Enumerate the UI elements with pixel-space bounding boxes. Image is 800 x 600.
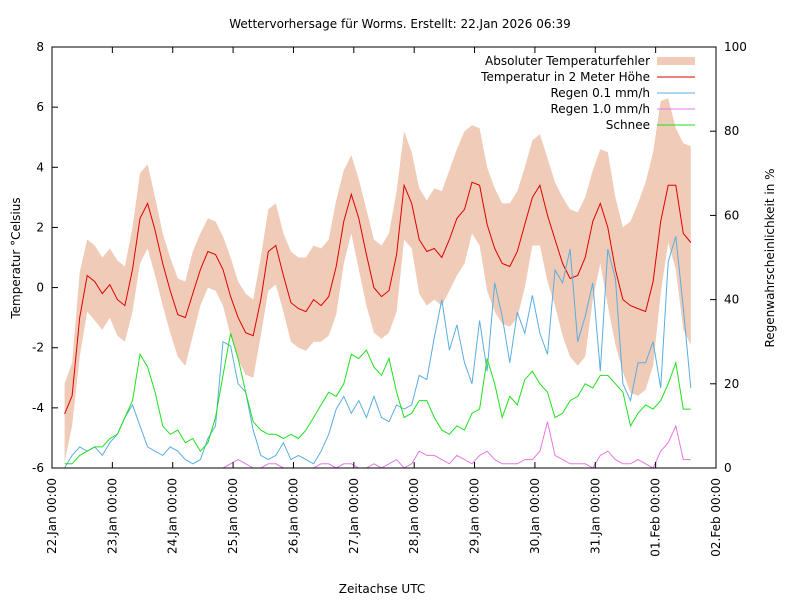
y-axis-label: Temperatur °Celsius [9, 197, 23, 319]
y2-axis-label: Regenwahrscheinlichkeit in % [763, 168, 777, 347]
x-tick-label: 24.Jan 00:00 [166, 478, 180, 554]
series-temperature-error-band [64, 98, 691, 462]
plot-frame [51, 46, 717, 469]
legend-label: Absoluter Temperaturfehler [485, 54, 650, 68]
x-tick-label: 29.Jan 00:00 [468, 478, 482, 554]
series-temperature [64, 181, 692, 415]
y-tick-label: 8 [36, 40, 44, 54]
y-tick-label: 4 [36, 160, 44, 174]
plot-area [64, 98, 692, 469]
x-tick-label: 30.Jan 00:00 [528, 478, 542, 554]
x-tick-label: 26.Jan 00:00 [286, 478, 300, 554]
y-tick-label: -2 [32, 341, 44, 355]
x-tick-label: 01.Feb 00:00 [649, 478, 663, 557]
x-tick-label: 22.Jan 00:00 [45, 478, 59, 554]
x-tick-label: 02.Feb 00:00 [709, 478, 723, 557]
y2-tick-label: 40 [724, 293, 739, 307]
y2-tick-label: 100 [724, 40, 747, 54]
y-axis-right: 0 20 40 60 80 100 [710, 40, 747, 475]
legend-swatch [657, 57, 695, 65]
legend-label: Temperatur in 2 Meter Höhe [480, 70, 650, 84]
y2-tick-label: 0 [724, 461, 732, 475]
legend-label: Regen 1.0 mm/h [550, 102, 650, 116]
y2-tick-label: 60 [724, 208, 739, 222]
legend-label: Schnee [606, 118, 650, 132]
x-tick-label: 31.Jan 00:00 [588, 478, 602, 554]
y-tick-label: -4 [32, 401, 44, 415]
x-tick-label: 23.Jan 00:00 [105, 478, 119, 554]
series-rain-0-1 [64, 236, 692, 469]
y-tick-label: 2 [36, 220, 44, 234]
y2-tick-label: 20 [724, 377, 739, 391]
y2-tick-label: 80 [724, 124, 739, 138]
legend-label: Regen 0.1 mm/h [550, 86, 650, 100]
x-axis: 22.Jan 00:00 23.Jan 00:00 24.Jan 00:00 25.J… [45, 47, 723, 557]
y-tick-label: -6 [32, 461, 44, 475]
series-snow [64, 333, 691, 465]
chart-title: Wettervorhersage für Worms. Erstellt: 22… [229, 17, 571, 31]
y-axis-left: -6 -4 -2 0 2 4 6 8 [32, 40, 58, 475]
y-tick-label: 6 [36, 100, 44, 114]
y-tick-label: 0 [36, 281, 44, 295]
series-rain-1-0 [64, 421, 691, 469]
x-tick-label: 28.Jan 00:00 [407, 478, 421, 554]
legend: Absoluter Temperaturfehler Temperatur in … [480, 54, 695, 132]
x-axis-label: Zeitachse UTC [339, 582, 425, 596]
x-tick-label: 25.Jan 00:00 [226, 478, 240, 554]
x-tick-label: 27.Jan 00:00 [347, 478, 361, 554]
